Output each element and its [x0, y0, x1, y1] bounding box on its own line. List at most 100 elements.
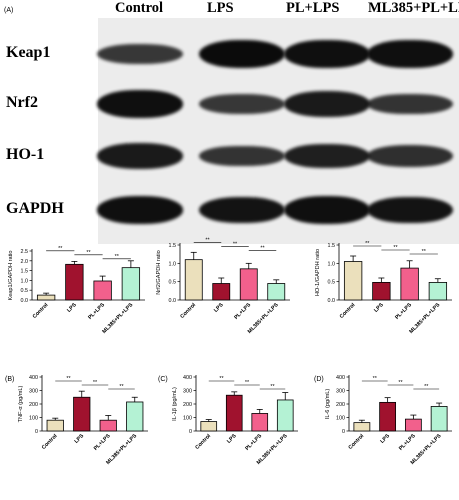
bar [36, 294, 56, 301]
category-label: PL+LPS [93, 433, 112, 452]
significance-label: ** [393, 245, 398, 251]
y-tick-label: 0.5 [169, 280, 177, 286]
significance-label: ** [66, 376, 71, 382]
band [199, 196, 285, 224]
lane-label-1: LPS [207, 0, 234, 16]
category-label: PL+LPS [394, 302, 413, 321]
band [367, 145, 453, 167]
y-tick-label: 0.0 [21, 298, 29, 304]
category-label: LPS [379, 433, 391, 445]
band [97, 143, 183, 169]
band [367, 196, 453, 224]
band [284, 196, 370, 224]
y-tick-label: 0 [35, 429, 38, 435]
bar [200, 421, 218, 432]
band [199, 145, 285, 167]
bar [126, 401, 144, 432]
category-label: LPS [213, 302, 225, 314]
y-axis-label: Keap1/GAPDH ratio [8, 250, 14, 300]
category-label: LPS [66, 302, 78, 314]
category-label: Control [32, 302, 50, 320]
category-label: LPS [226, 433, 238, 445]
band [284, 40, 370, 68]
y-tick-label: 0.0 [169, 298, 177, 304]
row-label-keap1: Keap1 [6, 44, 51, 61]
category-label: LPS [373, 302, 385, 314]
y-tick-label: 300 [183, 389, 192, 395]
lane-label-3: ML385+PL+LPS [368, 0, 459, 16]
panel-letter: (B) [5, 376, 14, 383]
y-tick-label: 0.5 [328, 280, 336, 286]
category-label: Control [194, 433, 212, 451]
significance-label: ** [424, 384, 429, 390]
y-tick-label: 400 [336, 375, 345, 381]
panel-letter: (C) [158, 376, 168, 383]
bar [276, 399, 294, 432]
significance-label: ** [233, 241, 238, 247]
y-tick-label: 200 [29, 402, 38, 408]
bar [404, 418, 422, 432]
band [97, 196, 183, 224]
bar [121, 267, 141, 301]
y-axis-label: HO-1/GAPDH ratio [315, 249, 321, 296]
y-tick-label: 200 [336, 402, 345, 408]
bar [267, 283, 286, 301]
band [97, 44, 183, 64]
bar [251, 413, 269, 432]
bar [65, 263, 84, 301]
category-label: Control [347, 433, 365, 451]
bar [430, 406, 448, 432]
significance-label: ** [119, 384, 124, 390]
y-tick-label: 0.0 [328, 298, 336, 304]
y-tick-label: 400 [183, 375, 192, 381]
category-label: PL+LPS [233, 302, 252, 321]
band [367, 40, 453, 68]
y-tick-label: 300 [29, 389, 38, 395]
y-tick-label: 100 [183, 416, 192, 422]
y-tick-label: 2.5 [21, 249, 29, 255]
lane-label-0: Control [115, 0, 164, 16]
y-tick-label: 1.0 [328, 261, 336, 267]
category-label: Control [339, 302, 357, 320]
row-label-ho-1: HO-1 [6, 146, 45, 163]
significance-label: ** [260, 245, 265, 251]
y-tick-label: 200 [183, 402, 192, 408]
y-tick-label: 0 [189, 429, 192, 435]
significance-label: ** [58, 246, 63, 252]
significance-label: ** [398, 380, 403, 386]
category-label: ML385+PL+LPS [247, 302, 280, 335]
y-tick-label: 0 [342, 429, 345, 435]
y-tick-label: 1.5 [21, 269, 29, 275]
bar [184, 259, 203, 301]
significance-label: ** [365, 241, 370, 247]
significance-label: ** [205, 237, 210, 243]
y-tick-label: 0.5 [21, 288, 29, 294]
bar [353, 422, 371, 432]
panel-letter-a: (A) [4, 7, 14, 14]
bar [372, 281, 391, 301]
y-axis-label: IL-1β (pg/mL) [172, 387, 178, 421]
y-tick-label: 100 [336, 416, 345, 422]
y-axis-label: IL-6 (pg/mL) [325, 389, 331, 420]
significance-label: ** [115, 254, 120, 260]
band [284, 91, 370, 117]
band [367, 93, 453, 115]
band [284, 143, 370, 169]
significance-label: ** [219, 376, 224, 382]
row-label-nrf2: Nrf2 [6, 94, 38, 111]
panel-letter: (D) [314, 376, 324, 383]
row-label-gapdh: GAPDH [6, 200, 64, 217]
bar [93, 280, 112, 301]
band [199, 94, 285, 114]
bar [379, 401, 397, 432]
bar [73, 396, 91, 432]
category-label: Control [41, 433, 59, 451]
y-tick-label: 1.0 [169, 261, 177, 267]
y-axis-label: TNF-α (pg/mL) [18, 385, 24, 422]
bar [212, 283, 231, 301]
bar [99, 419, 117, 432]
bar [428, 281, 448, 301]
category-label: Control [179, 302, 197, 320]
